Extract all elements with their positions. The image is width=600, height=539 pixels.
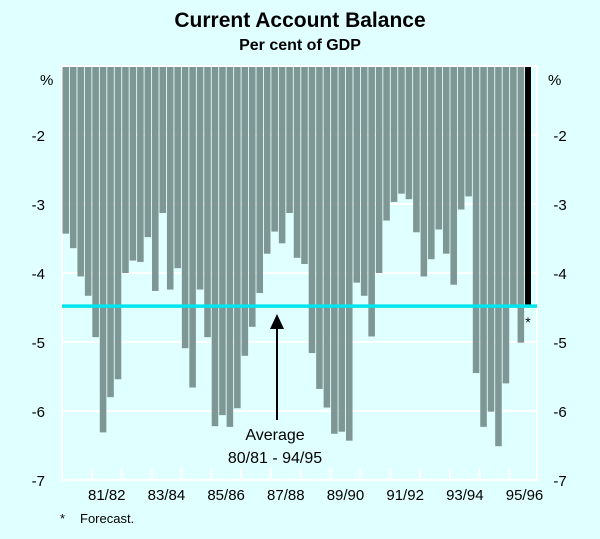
bar xyxy=(226,67,234,427)
y-tick-label-right: -7 xyxy=(553,473,566,490)
y-tick-label-right: -4 xyxy=(553,266,566,283)
bar xyxy=(428,67,435,260)
bar xyxy=(241,67,249,356)
x-tick-label: 91/92 xyxy=(386,487,424,504)
y-tick-label-left: -5 xyxy=(32,335,45,352)
y-unit-left: % xyxy=(40,72,53,89)
bar xyxy=(211,67,219,427)
bar xyxy=(375,67,383,273)
y-tick-label-left: -4 xyxy=(32,266,45,283)
x-tick-label: 87/88 xyxy=(267,487,305,504)
bar xyxy=(122,67,129,273)
bar xyxy=(487,67,495,412)
bar xyxy=(263,67,271,254)
bar xyxy=(129,67,137,261)
bar xyxy=(510,67,517,305)
y-tick-label-right: -6 xyxy=(553,404,566,421)
bar xyxy=(189,67,196,388)
bar xyxy=(174,67,181,269)
chart-title: Current Account Balance xyxy=(174,9,425,32)
footnote-marker: * xyxy=(60,511,65,526)
bar xyxy=(166,67,174,290)
bar xyxy=(293,67,301,258)
bar xyxy=(69,67,77,249)
bar xyxy=(517,67,525,343)
footnote-text: Forecast. xyxy=(80,511,134,526)
bar xyxy=(345,67,353,441)
bar xyxy=(286,67,293,213)
bar xyxy=(204,67,211,338)
bar xyxy=(278,67,286,244)
x-tick-label: 95/96 xyxy=(506,487,544,504)
bar xyxy=(457,67,465,210)
bar xyxy=(450,67,457,285)
bar xyxy=(256,67,264,294)
bar xyxy=(181,67,189,349)
bar xyxy=(99,67,107,433)
bar xyxy=(271,67,278,232)
bar xyxy=(249,67,256,327)
bar xyxy=(435,67,443,230)
bar xyxy=(360,67,368,296)
y-tick-label-right: -5 xyxy=(553,335,566,352)
average-arrow xyxy=(270,314,284,420)
bar xyxy=(353,67,360,283)
y-unit-right: % xyxy=(548,72,561,89)
bar xyxy=(92,67,99,338)
bar xyxy=(390,67,398,202)
y-tick-label-left: -7 xyxy=(32,473,45,490)
x-tick-label: 89/90 xyxy=(327,487,365,504)
bar xyxy=(84,67,92,296)
average-period-label: 80/81 - 94/95 xyxy=(228,450,322,467)
bar xyxy=(234,67,241,409)
bar xyxy=(159,67,167,213)
bar xyxy=(368,67,375,337)
x-tick-label: 85/86 xyxy=(207,487,245,504)
bar xyxy=(219,67,226,416)
forecast-bar xyxy=(525,67,531,307)
bar xyxy=(480,67,487,427)
bar xyxy=(77,67,84,277)
chart-subtitle: Per cent of GDP xyxy=(239,37,361,54)
x-tick-label: 93/94 xyxy=(446,487,484,504)
bar xyxy=(495,67,502,447)
bar xyxy=(196,67,204,290)
bar xyxy=(316,67,323,389)
bar xyxy=(465,67,472,197)
bar xyxy=(413,67,420,233)
y-tick-label-left: -6 xyxy=(32,404,45,421)
bar xyxy=(442,67,450,254)
y-tick-label-right: -3 xyxy=(553,197,566,214)
bar xyxy=(152,67,159,291)
bar xyxy=(62,67,70,234)
y-tick-label-left: -3 xyxy=(32,197,45,214)
x-tick-label: 81/82 xyxy=(88,487,126,504)
bar xyxy=(405,67,413,200)
bar xyxy=(331,67,338,434)
bar xyxy=(114,67,122,380)
x-tick-label: 83/84 xyxy=(148,487,186,504)
bar xyxy=(398,67,405,194)
bar xyxy=(472,67,480,374)
forecast-asterisk: * xyxy=(525,314,531,330)
bar xyxy=(383,67,390,221)
bar xyxy=(502,67,510,384)
bar xyxy=(107,67,114,398)
bar xyxy=(301,67,308,265)
bar xyxy=(338,67,346,432)
bar xyxy=(323,67,331,408)
bar xyxy=(420,67,428,277)
bar xyxy=(144,67,152,238)
bar xyxy=(137,67,144,262)
y-tick-label-right: -2 xyxy=(553,128,566,145)
bar xyxy=(308,67,316,354)
average-label: Average xyxy=(245,427,304,444)
y-tick-label-left: -2 xyxy=(32,128,45,145)
